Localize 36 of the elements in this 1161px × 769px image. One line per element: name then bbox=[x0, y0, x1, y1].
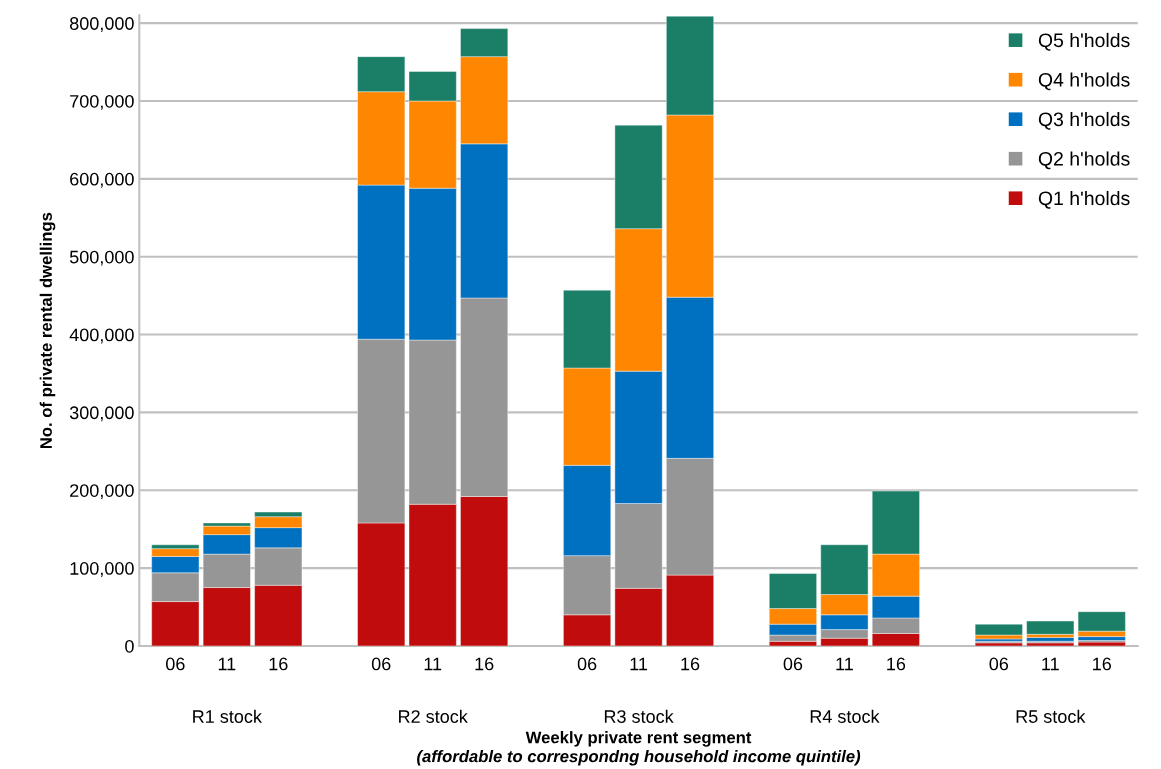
legend-label: Q5 h'holds bbox=[1038, 32, 1130, 51]
x-tick-label: 11 bbox=[630, 657, 648, 671]
x-tick-label: 16 bbox=[681, 657, 700, 671]
text: R1 stock bbox=[193, 709, 262, 723]
y-tick-label: 800,000 bbox=[69, 17, 134, 33]
y-tick-label: 0 bbox=[125, 639, 134, 653]
legend-label: Q2 h'holds bbox=[1038, 151, 1130, 170]
x-tick-label: 06 bbox=[783, 657, 803, 671]
y-tick-label: 200,000 bbox=[70, 484, 134, 500]
x-tick-label: 06 bbox=[371, 657, 391, 671]
text: R3 stock bbox=[604, 709, 674, 723]
text: R4 stock bbox=[810, 709, 880, 723]
y-tick-label: 500,000 bbox=[69, 250, 134, 266]
x-tick-label: 06 bbox=[166, 657, 185, 671]
y-tick-label: 300,000 bbox=[69, 406, 134, 422]
x-tick-label: 11 bbox=[218, 657, 236, 671]
y-tick-label: 700,000 bbox=[70, 94, 134, 110]
legend-label: Q1 h'holds bbox=[1038, 190, 1130, 209]
y-tick-label: 100,000 bbox=[70, 562, 134, 577]
x-tick-label: 06 bbox=[989, 657, 1009, 671]
y-tick-label: 400,000 bbox=[69, 328, 134, 344]
x-tick-label: 06 bbox=[577, 657, 597, 671]
x-tick-label: 11 bbox=[1042, 657, 1059, 671]
y-axis-title: No. of private rental dwellings bbox=[39, 212, 56, 449]
x-tick-label: 11 bbox=[424, 657, 442, 671]
legend-label: Q4 h'holds bbox=[1038, 72, 1130, 91]
x-axis-title: Weekly private rent segment (affordable to correspondng household income quintile) bbox=[417, 731, 861, 766]
legend-label: Q3 h'holds bbox=[1038, 111, 1130, 130]
x-tick-label: 16 bbox=[269, 657, 288, 671]
x-tick-label: 16 bbox=[475, 657, 494, 671]
x-tick-label: 16 bbox=[887, 657, 906, 671]
text: R2 stock bbox=[399, 709, 468, 723]
y-tick-label: 600,000 bbox=[70, 172, 134, 188]
text: R5 stock bbox=[1016, 709, 1086, 723]
x-tick-label: 11 bbox=[836, 657, 853, 671]
x-tick-label: 16 bbox=[1093, 657, 1111, 671]
